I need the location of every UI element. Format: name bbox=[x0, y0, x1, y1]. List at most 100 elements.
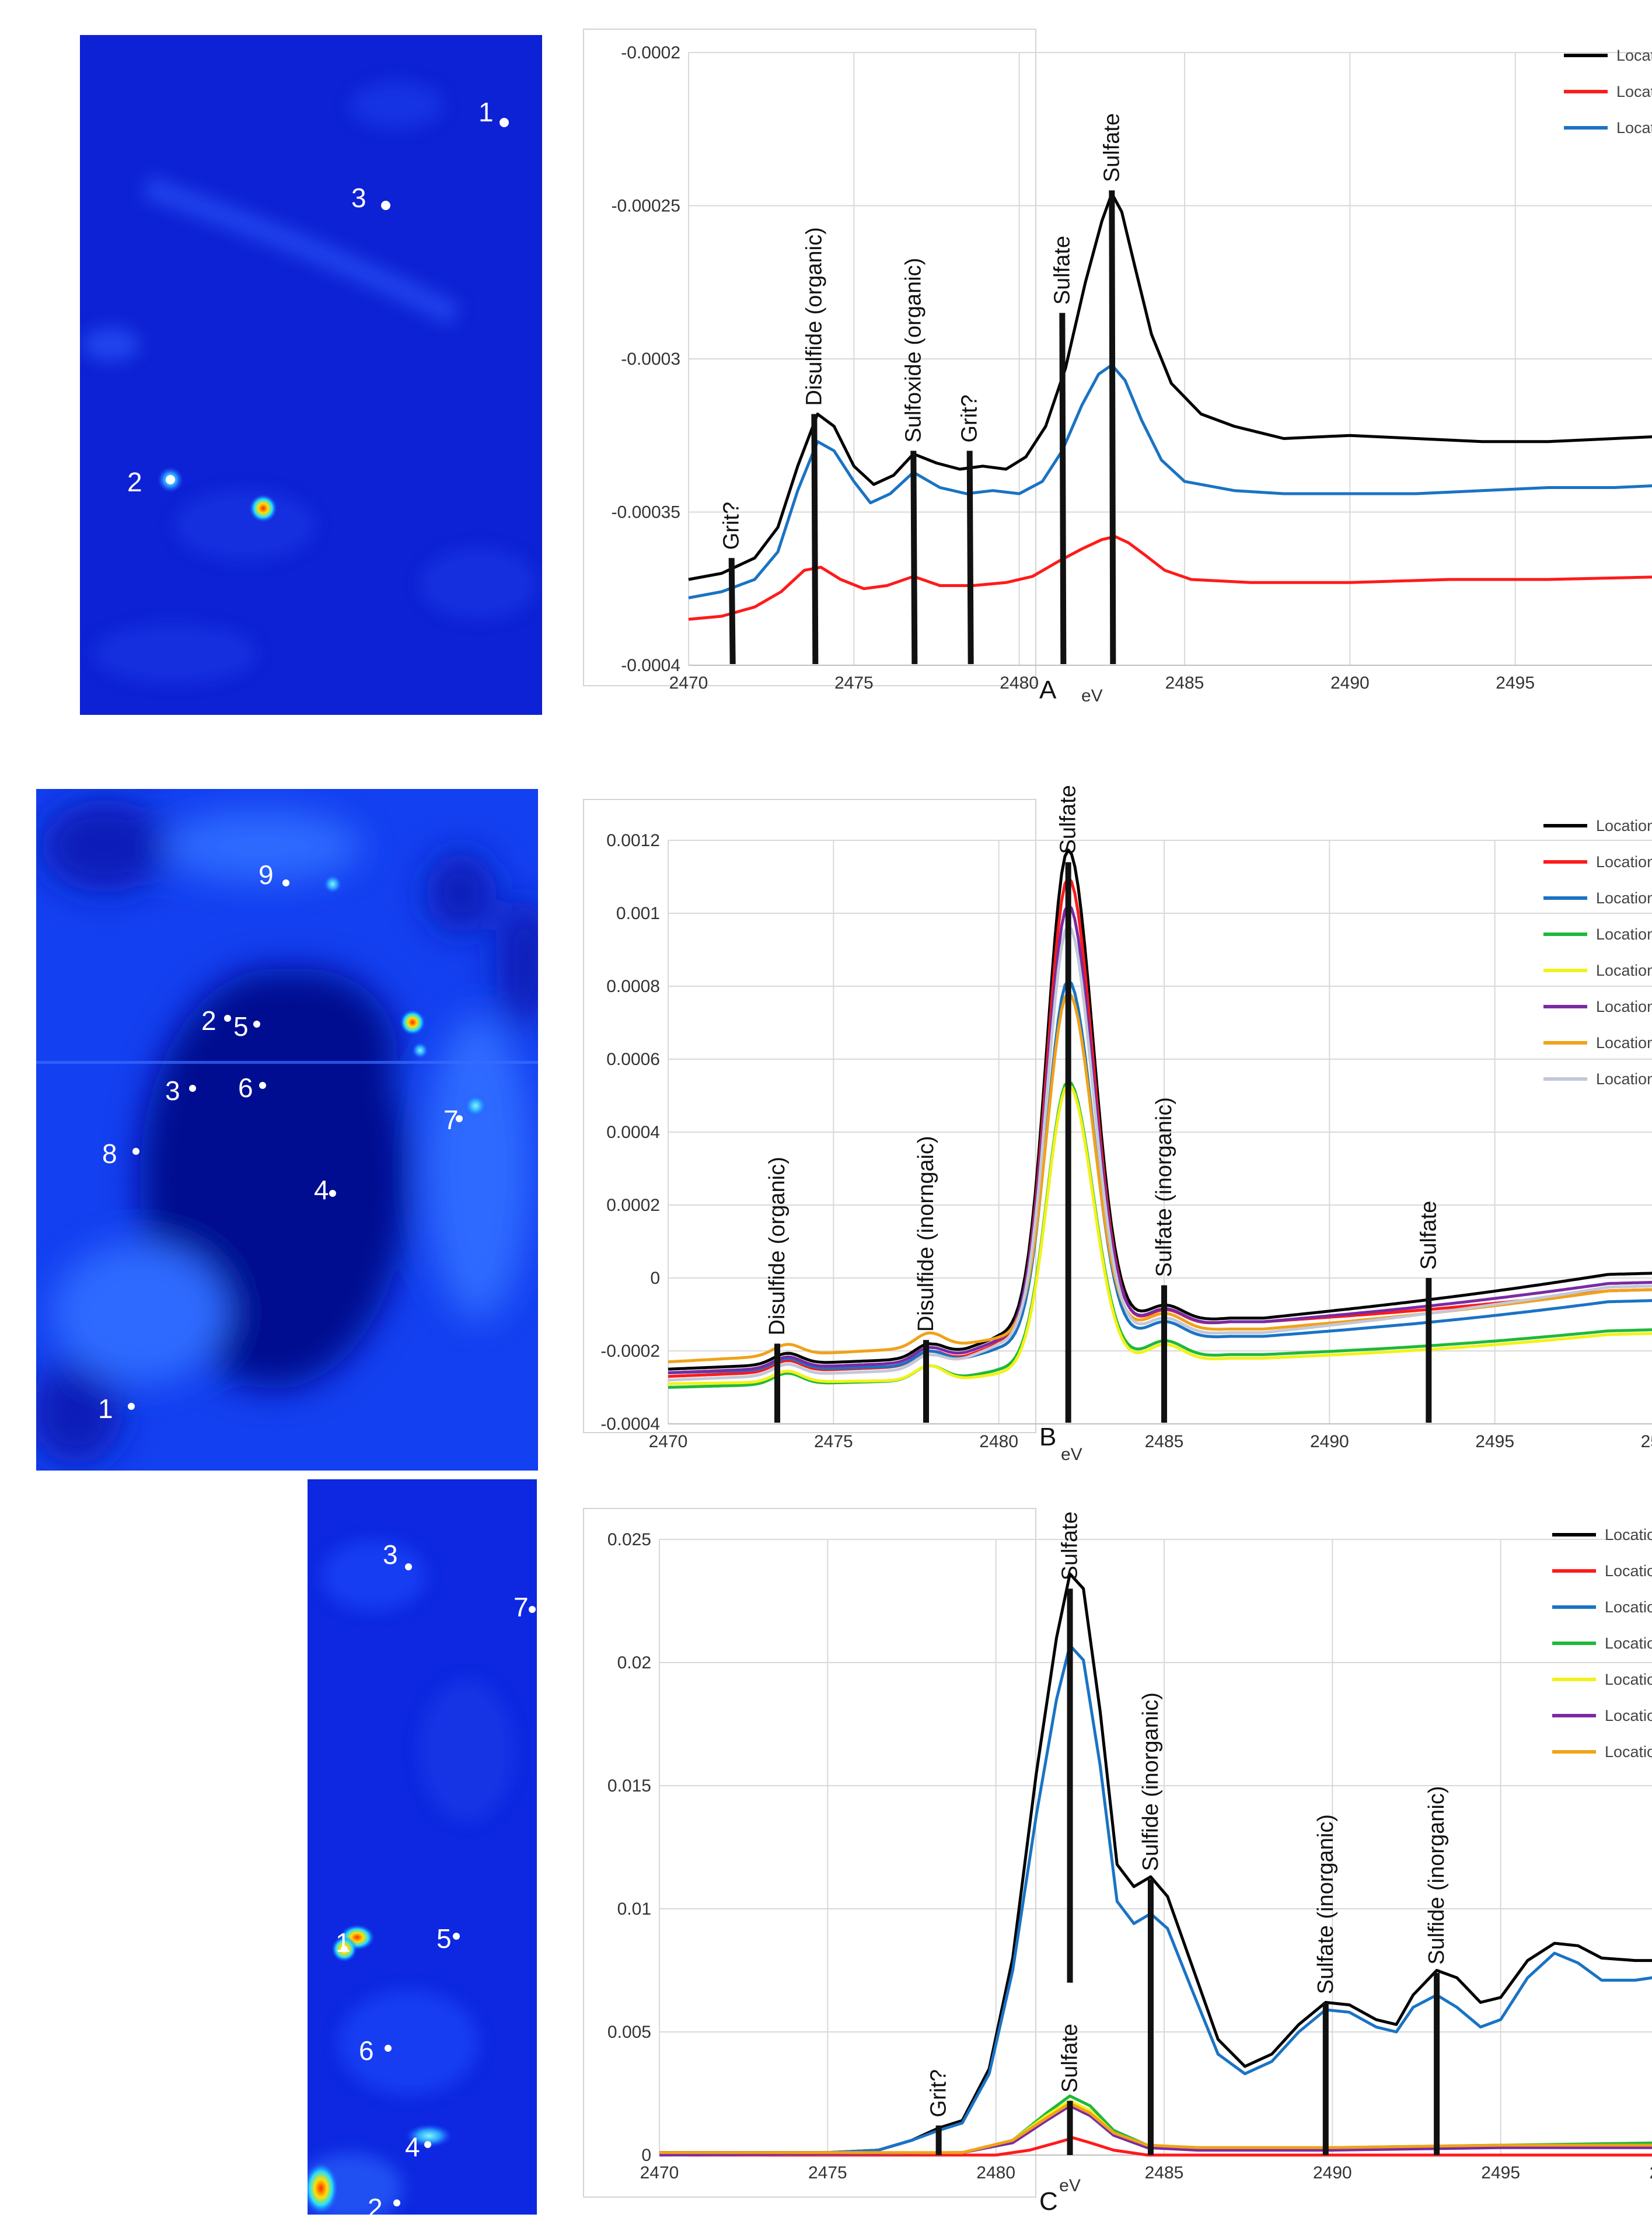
x-tick-label: 2500 bbox=[1641, 1432, 1652, 1451]
y-tick-label: 0.0004 bbox=[606, 1123, 660, 1142]
x-tick-label: 2495 bbox=[1496, 673, 1535, 693]
y-tick-label: 0.0012 bbox=[606, 831, 660, 850]
map-b-point-label: 1 bbox=[98, 1394, 113, 1424]
series-line bbox=[688, 535, 1652, 621]
map-a-point-label: 1 bbox=[479, 97, 494, 127]
annotation-label: Disulfide (organic) bbox=[802, 227, 826, 406]
map-c-point-marker bbox=[385, 2045, 392, 2052]
annotation-label: Disulfide (organic) bbox=[765, 1157, 790, 1335]
chart-frame bbox=[583, 29, 1036, 686]
annotation-label: Sulfate bbox=[1416, 1201, 1441, 1270]
series-line bbox=[659, 2104, 1652, 2157]
panel-label: C bbox=[1039, 2187, 1058, 2216]
map-c-point-label: 2 bbox=[368, 2193, 383, 2223]
map-a-point-label: 2 bbox=[127, 467, 142, 497]
y-tick-label: 0.015 bbox=[607, 1776, 651, 1796]
legend-label: Location 2 bbox=[1616, 83, 1652, 100]
x-tick-label: 2490 bbox=[1310, 1432, 1349, 1451]
legend-label: Location 7 bbox=[1605, 1743, 1652, 1761]
y-tick-label: -0.0004 bbox=[621, 656, 680, 675]
map-b-point-label: 3 bbox=[165, 1075, 180, 1106]
annotation-label: Sulfoxide (organic) bbox=[901, 258, 925, 443]
series-line bbox=[688, 364, 1652, 599]
map-c-point-label: 3 bbox=[383, 1539, 398, 1570]
series-line bbox=[688, 192, 1652, 581]
x-tick-label: 2480 bbox=[976, 2163, 1015, 2182]
annotation-bar bbox=[728, 558, 736, 665]
map-a-texture bbox=[82, 82, 537, 683]
chart-b: 2470 2475 2480 2485 2490 2495 2500 -0.0004 -0.00… bbox=[583, 785, 1652, 1464]
annotation-label: Sulfate bbox=[1099, 113, 1124, 182]
annotation-bar bbox=[1059, 313, 1067, 665]
map-b-point-label: 6 bbox=[238, 1073, 253, 1103]
map-b-hotspot bbox=[323, 875, 342, 893]
legend-label: Location 6 bbox=[1596, 998, 1652, 1015]
legend-label: Location 6 bbox=[1605, 1707, 1652, 1724]
panel-label: B bbox=[1039, 1423, 1056, 1451]
x-tick-label: 2495 bbox=[1475, 1432, 1514, 1451]
legend-label: Location 1 bbox=[1596, 817, 1652, 834]
x-axis-label: eV bbox=[1061, 1445, 1082, 1464]
legend-label: Location 3 bbox=[1616, 119, 1652, 137]
y-tick-label: -0.00025 bbox=[612, 197, 680, 216]
map-b-texture bbox=[36, 799, 538, 1465]
x-tick-label: 2475 bbox=[808, 2163, 847, 2182]
legend-label: Location 3 bbox=[1596, 889, 1652, 907]
series-line bbox=[659, 2136, 1652, 2157]
y-tick-label: 0.005 bbox=[607, 2023, 651, 2042]
y-tick-label: 0.01 bbox=[617, 1899, 651, 1919]
map-a-point-marker bbox=[381, 201, 390, 210]
map-c-point-marker bbox=[341, 1946, 348, 1953]
chart-frame bbox=[583, 1508, 1036, 2198]
y-tick-label: -0.0003 bbox=[621, 350, 680, 369]
x-tick-label: 2475 bbox=[834, 673, 874, 693]
map-b-point-label: 8 bbox=[102, 1139, 117, 1169]
annotation-label: Sulfate bbox=[1056, 785, 1081, 854]
map-b-scan-line bbox=[36, 1061, 538, 1064]
map-b-point-marker bbox=[253, 1021, 260, 1028]
annotation-label: Grit? bbox=[720, 502, 744, 550]
annotation-bar bbox=[910, 451, 918, 665]
map-c-point-label: 7 bbox=[514, 1592, 529, 1622]
map-c-hotspot bbox=[406, 2124, 452, 2147]
map-b-point-marker bbox=[132, 1148, 139, 1155]
map-a-point-marker bbox=[500, 118, 509, 127]
x-tick-label: 2490 bbox=[1330, 673, 1370, 693]
map-c-point-marker bbox=[405, 1563, 412, 1570]
map-b-hotspot bbox=[464, 1094, 487, 1118]
y-tick-label: -0.0004 bbox=[600, 1415, 660, 1434]
x-axis-label: eV bbox=[1081, 686, 1103, 706]
map-a-hotspot bbox=[249, 494, 277, 522]
y-tick-label: 0.0006 bbox=[606, 1050, 660, 1069]
map-c: 1 2 3 4 5 6 7 bbox=[308, 1479, 537, 2223]
map-b: 1 2 3 4 5 6 7 8 9 bbox=[36, 789, 538, 1471]
y-tick-label: 0.0008 bbox=[606, 977, 660, 996]
x-tick-label: 2490 bbox=[1313, 2163, 1352, 2182]
annotation-label: Sulfate (inorganic) bbox=[1152, 1097, 1176, 1277]
map-b-point-marker bbox=[282, 879, 289, 886]
annotation-label: Sulfide (inorganic) bbox=[1138, 1692, 1163, 1871]
map-c-point-marker bbox=[393, 2199, 400, 2206]
annotation-label: Sulfate bbox=[1058, 2024, 1082, 2093]
map-b-point-label: 2 bbox=[201, 1005, 216, 1036]
map-c-point-label: 6 bbox=[359, 2035, 374, 2066]
map-c-point-label: 1 bbox=[336, 1927, 351, 1958]
map-b-point-label: 7 bbox=[443, 1105, 459, 1135]
y-tick-label: 0.025 bbox=[607, 1530, 651, 1549]
map-b-point-marker bbox=[189, 1085, 196, 1092]
y-tick-label: -0.0002 bbox=[600, 1342, 660, 1361]
legend-label: Location 3 bbox=[1605, 1598, 1652, 1616]
legend-label: Location 2 bbox=[1605, 1562, 1652, 1580]
map-b-hotspot bbox=[400, 1010, 425, 1035]
map-a-point-marker bbox=[166, 475, 175, 484]
map-c-texture bbox=[308, 1541, 514, 2215]
map-b-point-marker bbox=[259, 1082, 266, 1089]
annotation-label: Sulfide (inorganic) bbox=[1424, 1786, 1449, 1964]
map-a-point-label: 3 bbox=[351, 183, 366, 213]
map-b-point-label: 4 bbox=[314, 1175, 329, 1205]
map-a: 1 2 3 bbox=[80, 35, 542, 715]
map-c-point-marker bbox=[453, 1933, 460, 1940]
map-b-point-marker bbox=[224, 1015, 231, 1022]
legend-label: Location 5 bbox=[1605, 1671, 1652, 1688]
